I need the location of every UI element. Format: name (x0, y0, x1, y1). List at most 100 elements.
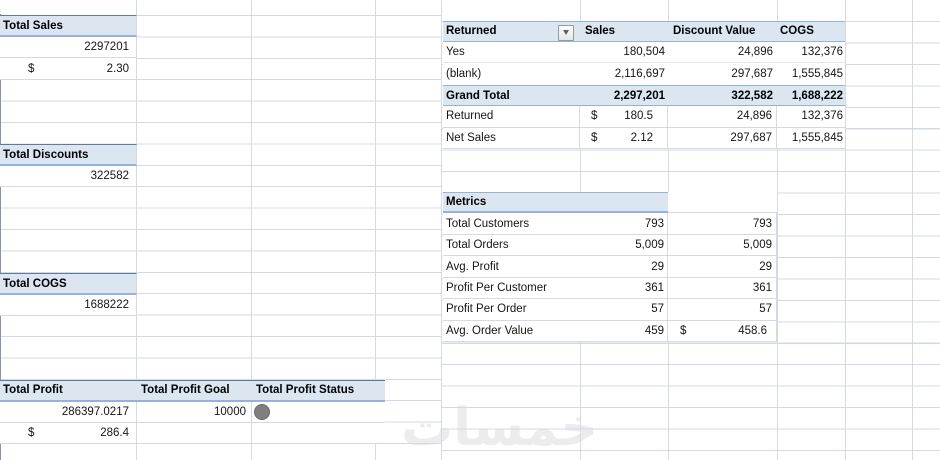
pivot-row-grand-total: Grand Total 2,297,201 322,582 1,688,222 (443, 84, 845, 107)
metric-value2-cell[interactable]: 57 (668, 299, 777, 320)
pivot-sales-cell[interactable]: $ 180.5 (580, 106, 668, 127)
metric-value1-cell[interactable]: 5,009 (580, 234, 668, 256)
pivot-row-yes: Yes 180,504 24,896 132,376 (443, 42, 845, 64)
pivot-discount-cell[interactable]: 24,896 (668, 106, 777, 127)
metric-value2-cell[interactable]: 793 (668, 213, 777, 234)
pivot-sales-cell[interactable]: 2,116,697 (614, 68, 665, 81)
pivot-sales-cell[interactable]: $ 2.12 (580, 127, 668, 149)
pivot-row-label[interactable]: Grand Total (443, 84, 580, 107)
metrics-table: Metrics Total Customers 793 793 Total Or… (443, 192, 777, 343)
metric-value1-cell[interactable]: 57 (580, 299, 668, 320)
metric-value2-cell[interactable]: 361 (668, 277, 777, 299)
currency-symbol: $ (680, 324, 687, 337)
total-cogs-header-cell[interactable]: Total COGS (0, 273, 137, 295)
dropdown-arrow-icon (563, 30, 569, 35)
pivot-col-header-cogs[interactable]: COGS (777, 20, 845, 42)
metrics-row: Total Orders 5,009 5,009 (443, 234, 777, 257)
pivot-cogs-cell[interactable]: 132,376 (801, 46, 843, 59)
total-profit-header-cell[interactable]: Total Profit (0, 379, 137, 402)
per-unit-value: 2.30 (106, 62, 129, 75)
pivot-sales-cell[interactable]: 180,504 (623, 46, 665, 59)
total-sales-header-cell[interactable]: Total Sales (0, 15, 137, 37)
gridline (441, 0, 442, 460)
total-profit-block: Total Profit Total Profit Goal Total Pro… (0, 379, 385, 445)
currency-symbol: $ (28, 427, 35, 440)
pivot-row-label[interactable]: Yes (446, 46, 465, 59)
total-profit-status-cell[interactable] (252, 402, 385, 423)
pivot-cogs-cell[interactable]: 1,555,845 (791, 68, 843, 81)
gridline (375, 0, 376, 460)
pivot-discount-cell[interactable]: 297,687 (668, 127, 777, 149)
pivot-discount-cell[interactable]: 297,687 (731, 68, 773, 81)
pivot-row-net-sales: Net Sales $ 2.12 297,687 1,555,845 (443, 127, 845, 150)
pivot-row-header-label: Returned (446, 25, 497, 38)
gridline (912, 0, 913, 460)
pivot-row-label[interactable]: Returned (443, 106, 580, 127)
metric-value1-cell[interactable]: 459 (580, 320, 668, 342)
pivot-cogs-cell[interactable]: 1,555,845 (791, 131, 843, 144)
gridline (777, 0, 778, 460)
pivot-row-header-cell[interactable]: Returned (443, 20, 580, 42)
metric-label[interactable]: Avg. Profit (446, 260, 499, 273)
pivot-row-label[interactable]: (blank) (446, 68, 482, 81)
metrics-header-cell[interactable]: Metrics (443, 192, 668, 214)
pivot-col-header-sales[interactable]: Sales (580, 20, 668, 42)
metric-value1-cell[interactable]: 29 (580, 256, 668, 277)
metric-label[interactable]: Avg. Order Value (446, 324, 534, 337)
empty-cell[interactable] (668, 192, 777, 214)
total-discounts-block: Total Discounts 322582 (0, 144, 137, 188)
filter-dropdown-button[interactable] (558, 24, 574, 41)
pivot-discount-cell[interactable]: 24,896 (737, 46, 773, 59)
total-discounts-value-cell[interactable]: 322582 (0, 166, 137, 188)
pivot-cogs-cell[interactable]: 132,376 (801, 110, 843, 123)
pivot-row-label[interactable]: Net Sales (443, 127, 580, 149)
pivot-cogs-cell[interactable]: 1,688,222 (777, 84, 845, 107)
metrics-row: Total Customers 793 793 (443, 213, 777, 235)
sales-value: 180.5 (624, 110, 653, 123)
total-profit-goal-value-cell[interactable]: 10000 (137, 401, 252, 423)
metric-value2-cell[interactable]: $ 458.6 (668, 320, 777, 342)
metrics-row: Profit Per Customer 361 361 (443, 277, 777, 300)
pivot-row-blank: (blank) 2,116,697 297,687 1,555,845 (443, 63, 845, 84)
currency-symbol: $ (591, 110, 598, 123)
metric-label[interactable]: Profit Per Order (446, 303, 527, 316)
total-sales-per-unit-cell[interactable]: $ 2.30 (0, 58, 137, 80)
total-profit-value-cell[interactable]: 286397.0217 (0, 401, 137, 423)
metric-value1-cell[interactable]: 793 (580, 213, 668, 234)
pivot-col-header-discount-value[interactable]: Discount Value (668, 20, 777, 42)
sales-value: 2.12 (630, 131, 653, 144)
total-cogs-block: Total COGS 1688222 (0, 273, 137, 317)
gridline (136, 0, 137, 460)
sheet-left-edge (0, 14, 1, 460)
pivot-row-returned: Returned $ 180.5 24,896 132,376 (443, 106, 845, 128)
currency-symbol: $ (28, 62, 35, 75)
total-profit-per-unit-cell[interactable]: $ 286.4 (0, 422, 137, 445)
pivot-sales-cell[interactable]: 2,297,201 (580, 84, 668, 107)
metric-value2-cell[interactable]: 29 (668, 256, 777, 277)
empty-cell[interactable] (252, 423, 385, 445)
total-discounts-header-cell[interactable]: Total Discounts (0, 144, 137, 166)
currency-symbol: $ (591, 131, 598, 144)
kpi-gray-circle-icon (254, 403, 270, 420)
total-cogs-value-cell[interactable]: 1688222 (0, 295, 137, 317)
gridline (845, 0, 846, 460)
empty-cell[interactable] (137, 422, 252, 445)
metrics-row: Avg. Order Value 459 $ 458.6 (443, 320, 777, 343)
total-profit-goal-header-cell[interactable]: Total Profit Goal (137, 379, 252, 402)
total-profit-status-header-cell[interactable]: Total Profit Status (252, 379, 385, 402)
total-sales-value-cell[interactable]: 2297201 (0, 37, 137, 59)
metric-label[interactable]: Profit Per Customer (446, 281, 547, 294)
metric-value2: 458.6 (738, 324, 767, 337)
metric-label[interactable]: Total Customers (446, 217, 530, 230)
metric-label[interactable]: Total Orders (446, 239, 509, 252)
gridline (251, 0, 252, 460)
per-unit-value: 286.4 (100, 427, 129, 440)
metric-value2-cell[interactable]: 5,009 (668, 234, 777, 256)
metrics-row: Profit Per Order 57 57 (443, 299, 777, 321)
metric-value1-cell[interactable]: 361 (580, 277, 668, 299)
pivot-table: Returned Sales Discount Value COGS Yes 1… (443, 20, 845, 150)
metrics-row: Avg. Profit 29 29 (443, 256, 777, 278)
total-sales-block: Total Sales 2297201 $ 2.30 (0, 15, 137, 80)
pivot-discount-cell[interactable]: 322,582 (668, 84, 777, 107)
